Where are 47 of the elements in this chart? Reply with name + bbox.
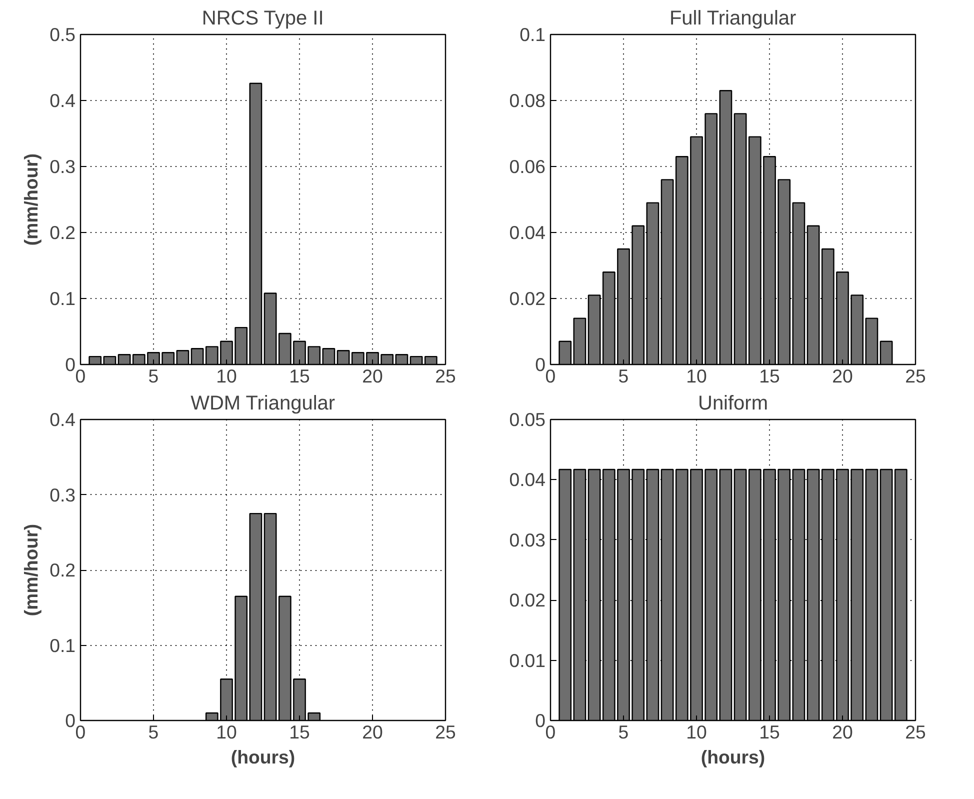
y-axis-title: (mm/hour) <box>20 153 42 246</box>
y-tick-label: 0.3 <box>50 484 76 506</box>
x-axis-title: (hours) <box>230 746 296 768</box>
x-tick-label: 15 <box>289 366 310 386</box>
chart-title: Full Triangular <box>669 8 797 30</box>
y-tick-label: 0.05 <box>509 409 546 430</box>
x-tick-label: 20 <box>832 722 853 742</box>
y-tick-label: 0.02 <box>509 590 546 611</box>
x-tick-label: 10 <box>686 366 707 386</box>
x-tick-label: 5 <box>618 722 629 742</box>
x-tick-label: 5 <box>148 366 159 386</box>
y-tick-label: 0.2 <box>50 222 76 243</box>
y-tick-label: 0.06 <box>509 156 546 177</box>
y-tick-label: 0.2 <box>50 560 76 580</box>
chart-title: WDM Triangular <box>190 392 336 414</box>
y-tick-label: 0.03 <box>509 529 546 550</box>
x-tick-label: 25 <box>905 366 926 386</box>
x-tick-label: 15 <box>289 722 310 742</box>
x-tick-label: 15 <box>759 722 780 742</box>
chart-title: Uniform <box>698 392 768 414</box>
x-tick-label: 25 <box>905 722 926 742</box>
y-axis-title: (mm/hour) <box>20 524 42 616</box>
y-tick-label: 0.04 <box>509 222 546 243</box>
y-tick-label: 0.5 <box>50 24 76 45</box>
y-tick-label: 0.01 <box>509 650 546 671</box>
chart-title: NRCS Type II <box>202 8 324 30</box>
x-tick-label: 25 <box>435 366 456 386</box>
x-tick-label: 25 <box>435 722 456 742</box>
y-tick-label: 0.02 <box>509 288 546 309</box>
y-tick-label: 0.1 <box>50 634 76 656</box>
x-tick-label: 20 <box>362 366 383 386</box>
x-tick-label: 15 <box>759 366 780 386</box>
y-tick-label: 0.1 <box>520 24 546 45</box>
x-tick-label: 20 <box>362 722 383 742</box>
x-tick-label: 10 <box>686 722 707 742</box>
y-tick-label: 0.08 <box>509 90 546 111</box>
x-tick-label: 5 <box>148 722 159 742</box>
y-tick-label: 0.3 <box>50 156 76 177</box>
x-tick-label: 5 <box>618 366 629 386</box>
y-tick-label: 0.1 <box>50 288 76 309</box>
y-tick-label: 0.4 <box>50 409 76 430</box>
y-tick-label: 0.04 <box>509 469 546 490</box>
x-axis-title: (hours) <box>700 746 766 768</box>
x-tick-label: 10 <box>216 366 237 386</box>
x-tick-label: 10 <box>216 722 237 742</box>
y-tick-label: 0.4 <box>50 90 76 111</box>
x-tick-label: 20 <box>832 366 853 386</box>
